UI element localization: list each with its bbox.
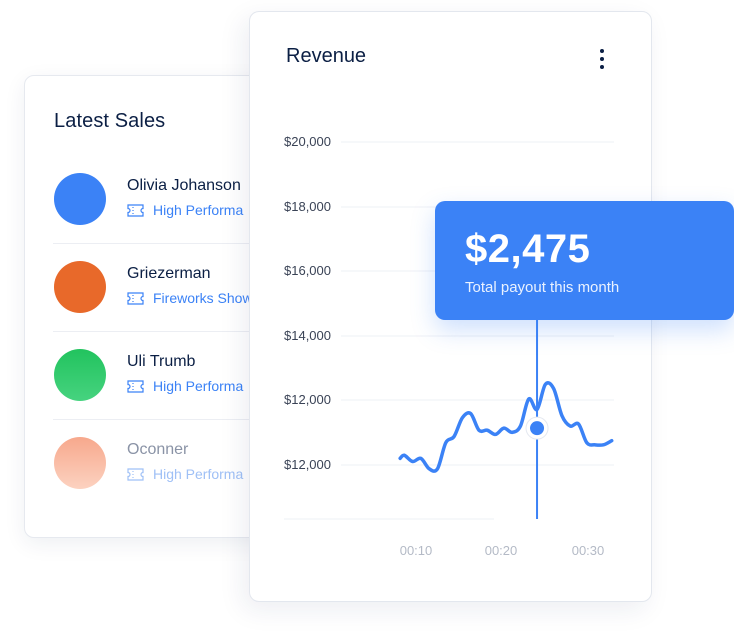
series-line: [398, 381, 614, 473]
sales-item-name: Griezerman: [127, 265, 211, 282]
sales-item-subtitle: Fireworks Show: [127, 290, 253, 306]
y-tick-label: $16,000: [284, 263, 331, 278]
y-tick-label: $20,000: [284, 134, 331, 149]
ticket-icon: [127, 291, 144, 305]
avatar: [54, 437, 106, 489]
highlight-point: [530, 421, 545, 436]
sales-list-item[interactable]: Oconner High Performa: [53, 437, 313, 525]
revenue-title: Revenue: [286, 45, 367, 67]
latest-sales-title: Latest Sales: [54, 110, 166, 132]
y-tick-label: $12,000: [284, 392, 331, 407]
divider: [53, 419, 313, 420]
x-tick-label: 00:10: [400, 543, 433, 558]
ticket-icon: [127, 379, 144, 393]
sales-list-item[interactable]: Olivia Johanson High Performa: [53, 173, 313, 261]
avatar: [54, 349, 106, 401]
tooltip-amount: $2,475: [465, 227, 591, 271]
sales-item-subtitle-text: High Performa: [153, 202, 244, 218]
sales-item-name: Oconner: [127, 441, 189, 458]
sales-item-subtitle-text: Fireworks Show: [153, 290, 253, 306]
ticket-icon: [127, 467, 144, 481]
sales-item-subtitle-text: High Performa: [153, 378, 244, 394]
sales-item-subtitle: High Performa: [127, 378, 243, 394]
divider: [53, 331, 313, 332]
tooltip-caption: Total payout this month: [465, 279, 620, 296]
y-tick-label: $12,000: [284, 457, 331, 472]
sales-item-subtitle: High Performa: [127, 202, 243, 218]
sales-item-subtitle-text: High Performa: [153, 466, 244, 482]
divider: [53, 243, 313, 244]
avatar: [54, 173, 106, 225]
sales-item-name: Uli Trumb: [127, 353, 196, 370]
sales-item-subtitle: High Performa: [127, 466, 243, 482]
x-tick-label: 00:20: [485, 543, 518, 558]
y-tick-label: $18,000: [284, 199, 331, 214]
sales-list-item[interactable]: Uli Trumb High Performa: [53, 349, 313, 437]
x-tick-label: 00:30: [572, 543, 605, 558]
sales-item-name: Olivia Johanson: [127, 177, 241, 194]
avatar: [54, 261, 106, 313]
more-vertical-icon[interactable]: [595, 49, 609, 71]
y-tick-label: $14,000: [284, 328, 331, 343]
revenue-tooltip: $2,475 Total payout this month: [435, 201, 734, 320]
sales-list-item[interactable]: Griezerman Fireworks Show: [53, 261, 313, 349]
ticket-icon: [127, 203, 144, 217]
